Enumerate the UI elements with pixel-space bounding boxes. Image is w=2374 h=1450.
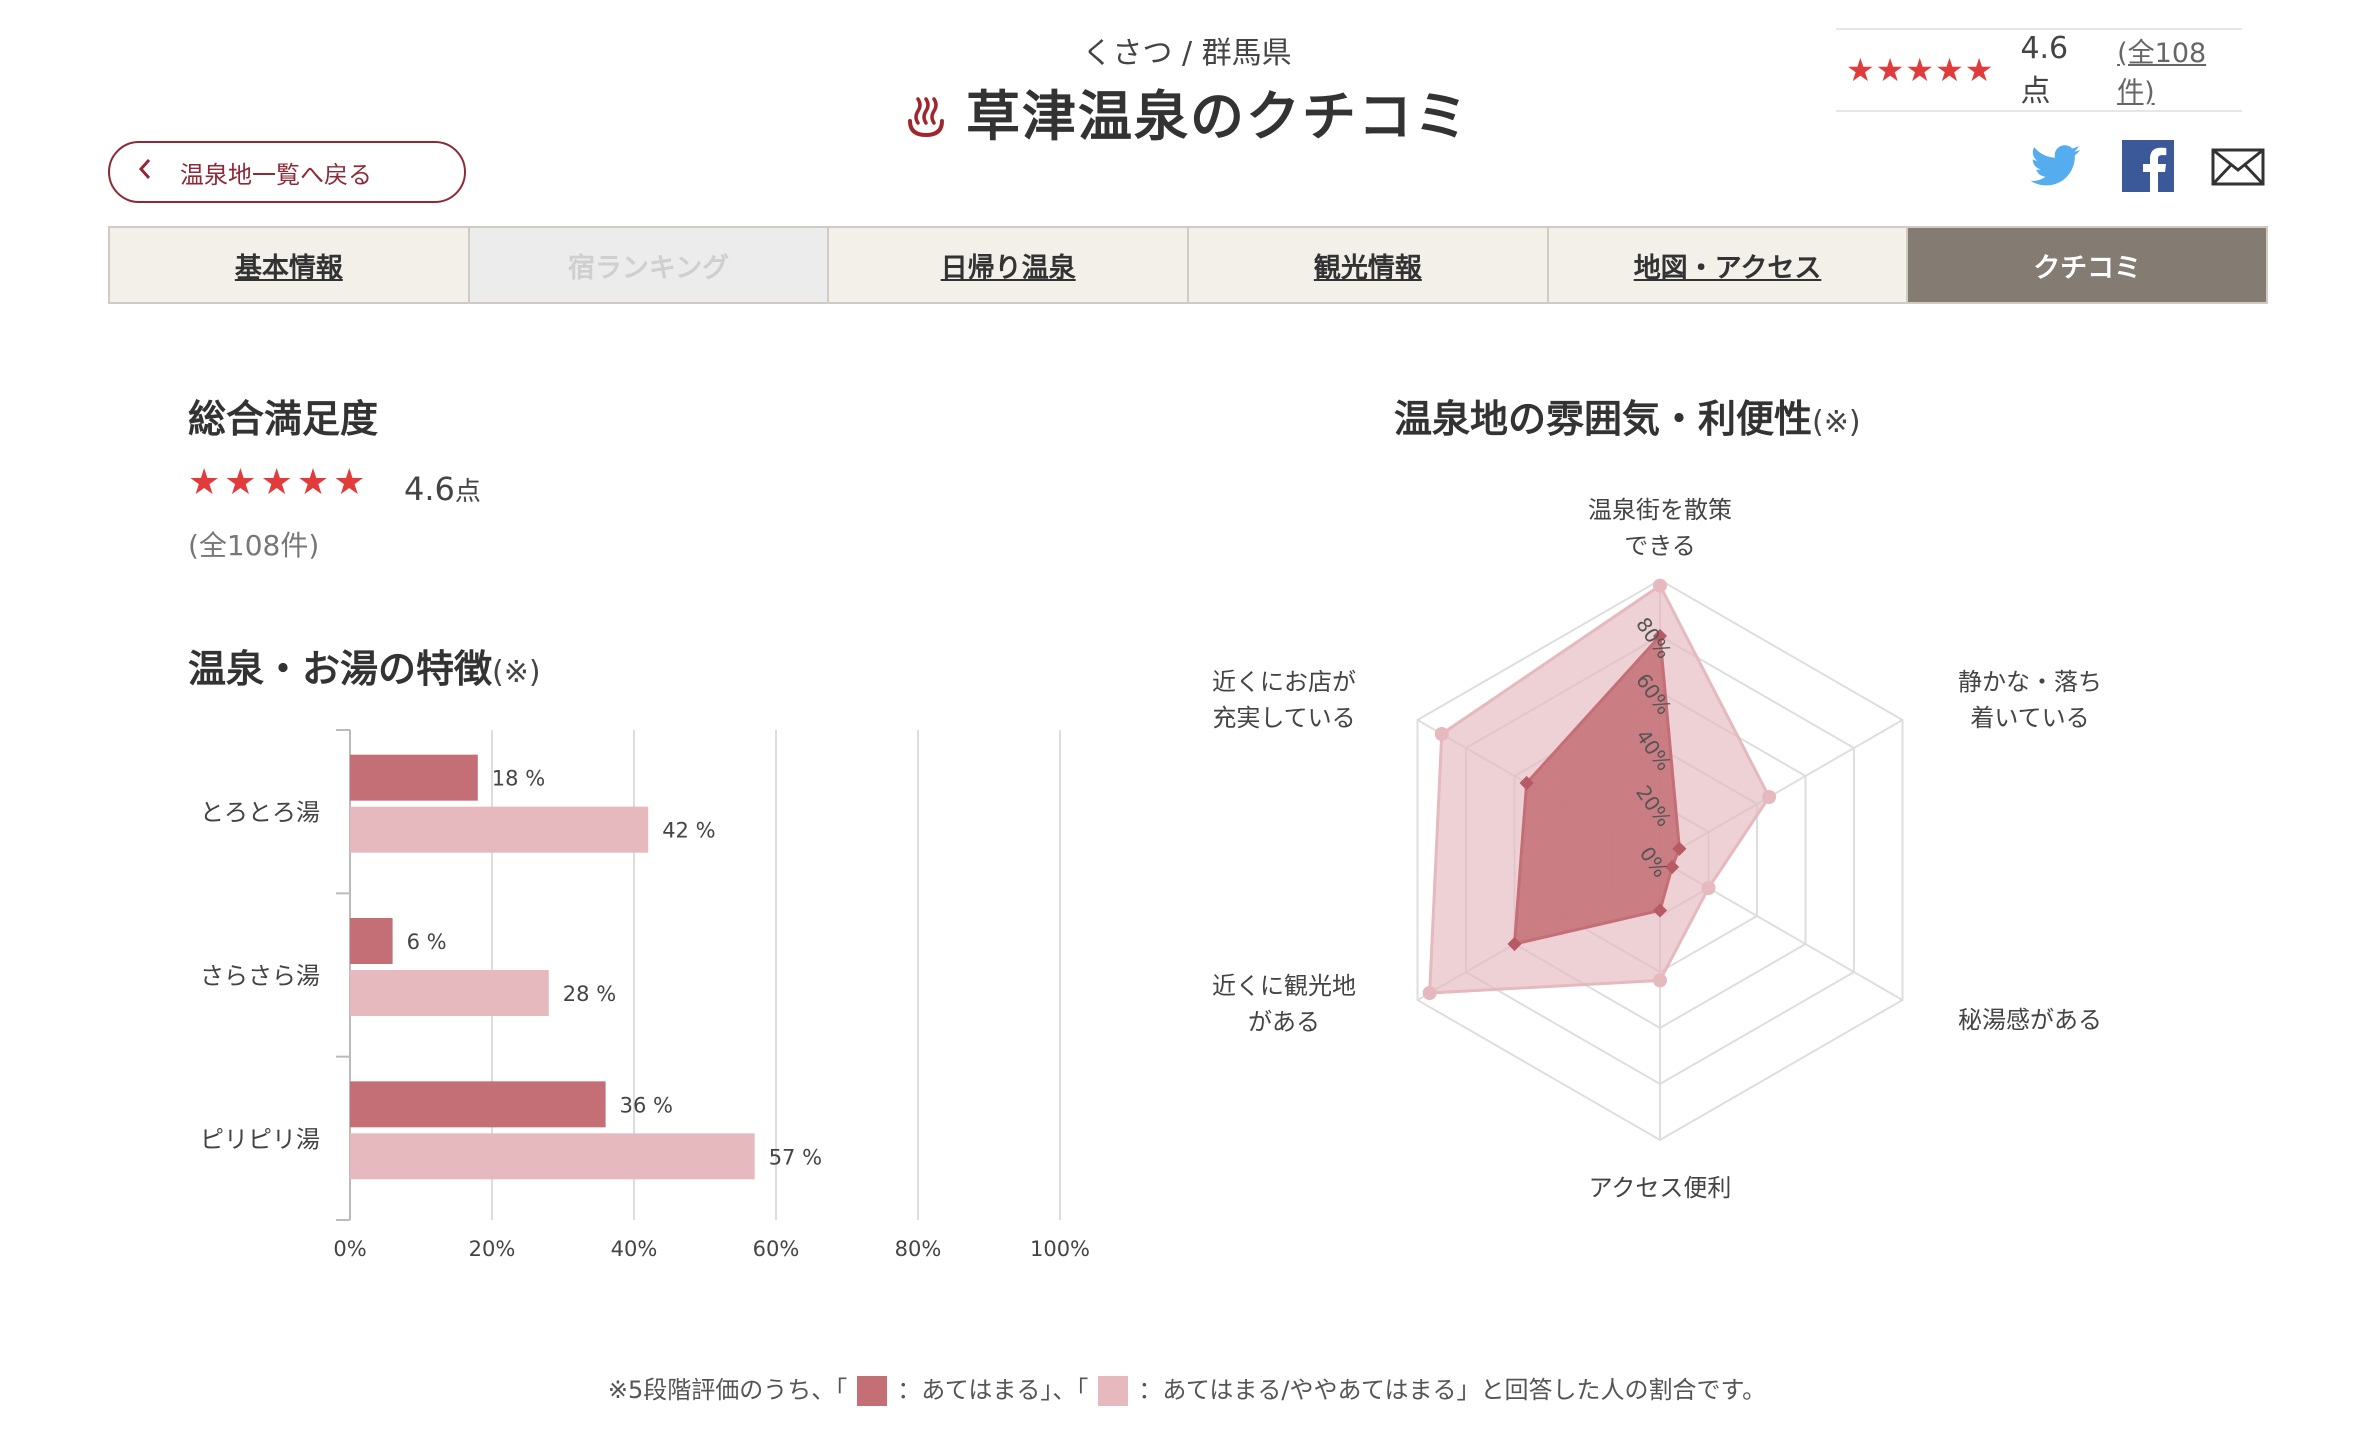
bar-value-label: 6 % [407,930,447,954]
footnote-part3: ：あてはまる/ややあてはまる」と回答した人の割合です。 [1138,1376,1767,1404]
atmosphere-heading-note: (※) [1812,405,1861,440]
radar-point-dark [1652,903,1668,918]
radar-axis-label: 秘湯感がある [1958,1006,2102,1034]
rating-stars: ★★★★★ [1846,51,1995,89]
bar-value-label: 57 % [769,1145,822,1169]
features-heading: 温泉・お湯の特徴(※) [188,638,541,693]
back-button-label: 温泉地一覧へ戻る [180,160,372,189]
radar-axis-label-line: アクセス便利 [1589,1174,1732,1202]
atmosphere-radar-chart: 0%20%40%60%80%温泉街を散策できる静かな・落ち着いている秘湯感がある… [1212,496,2102,1202]
radar-point-dark [1519,775,1534,791]
radar-axis-label: 静かな・落ち着いている [1958,668,2102,732]
tab-sightseeing[interactable]: 観光情報 [1189,228,1549,302]
x-tick-label: 80% [895,1237,942,1261]
satisfaction-score-unit: 点 [454,477,481,507]
legend-swatch-light [1098,1376,1129,1406]
radar-axis-label: アクセス便利 [1589,1174,1732,1202]
tab-reviews[interactable]: クチコミ [1908,228,2267,302]
category-label: さらさら湯 [200,962,320,990]
radar-point-dark [1652,628,1668,644]
bar-light [350,970,549,1016]
category-label: ピリピリ湯 [200,1125,320,1153]
rating-score: 4.6点 [2020,30,2069,109]
radar-axis-label-line: 近くに観光地 [1212,972,1356,1000]
breadcrumb-location: くさつ / 群馬県 [1082,36,1292,71]
radar-point-light [1422,986,1437,1000]
satisfaction-score: 4.6点 [404,470,481,508]
atmosphere-heading-text: 温泉地の雰囲気・利便性 [1394,397,1813,441]
radar-point-light [1653,973,1667,988]
mail-icon[interactable] [2210,138,2266,194]
radar-axis-label: 温泉街を散策できる [1588,496,1732,560]
bar-light [350,1133,755,1180]
radar-axis-label-line: 静かな・落ち [1958,668,2102,696]
tab-day-trip[interactable]: 日帰り温泉 [829,228,1190,302]
x-tick-label: 40% [611,1237,658,1261]
bar-value-label: 18 % [492,767,545,791]
x-tick-label: 100% [1030,1237,1090,1261]
radar-axis-label-line: 充実している [1212,704,1355,732]
bar-value-label: 42 % [662,819,715,843]
tab-basic-info[interactable]: 基本情報 [110,228,470,302]
bar-light [350,806,649,853]
x-tick-label: 20% [469,1237,516,1261]
x-tick-label: 0% [333,1237,366,1261]
hot-spring-icon [904,89,948,152]
footnote-part1: ※5段階評価のうち、「 [607,1376,848,1404]
radar-axis-label-line: 秘湯感がある [1958,1006,2102,1034]
footnote: ※5段階評価のうち、「 ：あてはまる」、「 ：あてはまる/ややあてはまる」と回答した… [0,1370,2374,1406]
radar-axis-label-line: 温泉街を散策 [1588,496,1732,524]
header-rating: ★★★★★ 4.6点 (全108件) [1836,28,2242,112]
radar-point-dark [1507,936,1522,952]
radar-point-light [1653,578,1667,593]
category-label: とろとろ湯 [200,799,320,827]
radar-axis-label-line: がある [1248,1008,1320,1036]
tab-map-access[interactable]: 地図・アクセス [1548,228,1909,302]
bar-value-label: 36 % [620,1093,673,1117]
x-tick-label: 60% [753,1237,800,1261]
facebook-icon[interactable] [2120,138,2176,194]
radar-axis-label-line: 着いている [1970,704,2089,732]
legend-swatch-dark [857,1376,888,1406]
nav-tabs: 基本情報 宿ランキング 日帰り温泉 観光情報 地図・アクセス クチコミ [108,226,2268,304]
features-heading-text: 温泉・お湯の特徴 [188,647,493,691]
features-heading-note: (※) [492,655,541,690]
chevron-left-icon [138,158,152,186]
satisfaction-heading: 総合満足度 [188,397,379,441]
tab-inn-ranking: 宿ランキング [469,228,830,302]
atmosphere-heading: 温泉地の雰囲気・利便性(※) [1394,388,1861,443]
satisfaction-count: (全108件) [188,529,320,562]
twitter-icon[interactable] [2028,138,2084,194]
back-to-list-button[interactable]: 温泉地一覧へ戻る [108,141,466,203]
bar-dark [350,1081,606,1128]
features-bar-chart: 0% 20% 40% 60% 80% 100% とろとろ湯 18 % 42 % さらさら湯 6 % 2… [200,729,1090,1261]
bar-dark [350,918,393,964]
radar-point-light [1434,727,1449,741]
page-title-text: 草津温泉のクチコミ [966,85,1470,148]
bar-value-label: 28 % [563,982,616,1006]
satisfaction-stars: ★★★★★ [188,462,370,503]
page-title: 草津温泉のクチコミ [0,72,2374,152]
radar-point-light [1762,790,1777,804]
satisfaction-score-value: 4.6 [404,470,455,508]
radar-axis-label-line: 近くにお店が [1212,668,1356,696]
radar-axis-label-line: できる [1624,532,1696,560]
radar-axis-label: 近くに観光地がある [1212,972,1356,1036]
rating-count-link[interactable]: (全108件) [2117,38,2207,108]
radar-point-light [1701,881,1716,895]
footnote-part2: ：あてはまる」、「 [897,1376,1089,1404]
bar-dark [350,754,478,801]
radar-axis-label: 近くにお店が充実している [1212,668,1356,732]
